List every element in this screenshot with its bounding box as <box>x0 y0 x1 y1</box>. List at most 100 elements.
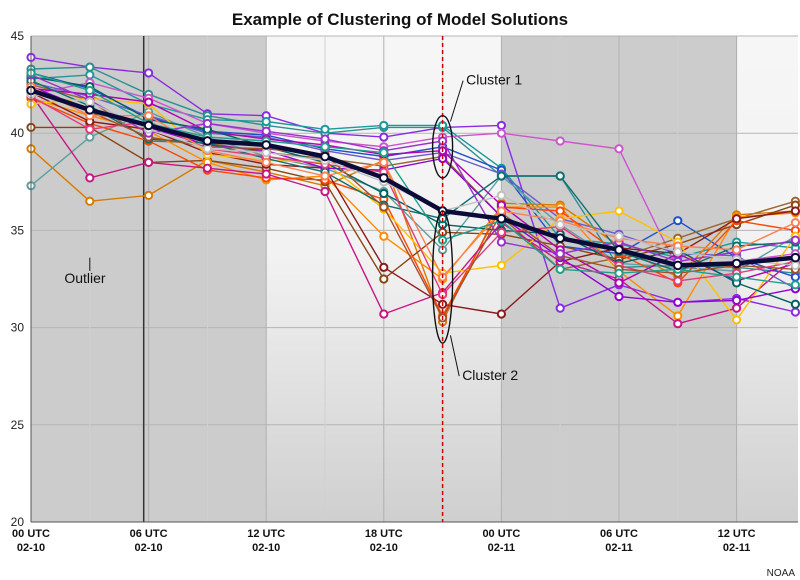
member-series-23-point <box>320 171 330 181</box>
member-series-14-point <box>85 173 95 183</box>
member-series-15-point <box>614 206 624 216</box>
series-layer <box>26 52 800 329</box>
y-tick-label: 30 <box>11 321 25 335</box>
member-series-19-point <box>496 171 506 181</box>
member-series-23-point <box>790 218 800 228</box>
member-series-23-point <box>496 206 506 216</box>
member-series-2-line <box>30 66 796 274</box>
member-series-6-line <box>30 82 796 290</box>
member-series-24-point <box>614 268 624 278</box>
member-series-15-point <box>496 260 506 270</box>
y-tick-label: 35 <box>11 223 25 237</box>
grid-lines <box>30 35 798 523</box>
member-series-3-point <box>379 120 389 131</box>
member-series-23-point <box>261 157 271 167</box>
member-series-3-point <box>261 116 271 127</box>
annotation-outlier-label: Outlier <box>64 270 106 286</box>
member-series-1-point <box>144 68 154 78</box>
member-series-14-point <box>732 303 742 313</box>
x-tick-label: 06 UTC <box>600 528 638 540</box>
member-series-2-point <box>85 62 95 72</box>
member-series-16-point <box>673 297 683 307</box>
member-series-25-point <box>261 148 271 158</box>
x-tick-date: 02-10 <box>252 542 280 554</box>
member-series-23-point <box>732 245 742 255</box>
annotation-cluster-1-label: Cluster 1 <box>466 72 522 88</box>
annotation-cluster-1-leader <box>449 80 464 122</box>
member-series-24-point <box>85 85 95 96</box>
x-tick-label: 00 UTC <box>12 528 50 540</box>
member-series-11-point <box>673 311 683 321</box>
member-series-20-point <box>673 276 683 286</box>
member-series-1-point <box>379 132 389 142</box>
member-series-24-point <box>732 272 742 282</box>
y-tick-label: 25 <box>11 418 25 432</box>
member-series-22-point <box>496 237 506 247</box>
member-series-16-point <box>732 295 742 305</box>
member-series-18-point <box>790 299 800 309</box>
member-series-16-point <box>614 291 624 302</box>
x-tick-label: 12 UTC <box>718 528 756 540</box>
x-tick-date: 02-11 <box>723 542 751 554</box>
x-tick-label: 06 UTC <box>130 528 168 540</box>
member-series-11-point <box>379 231 389 241</box>
member-series-12-point <box>555 206 565 216</box>
member-series-17-point <box>144 97 154 107</box>
axis-layer: 20 25 30 35 40 45 00 UTC 02-10 06 UTC 02-10 12 UTC… <box>11 29 798 554</box>
ensemble-mean-point <box>614 245 624 255</box>
member-series-23-point <box>144 111 154 121</box>
annotation-cluster-2-label: Cluster 2 <box>462 367 518 383</box>
member-series-8-point <box>144 190 154 201</box>
annotation-cluster-2-leader <box>449 335 460 377</box>
ensemble-mean-point <box>320 151 330 162</box>
member-series-15-line <box>30 97 796 321</box>
annotation-cluster-2-ellipse <box>431 210 454 344</box>
member-series-24-point <box>790 280 800 290</box>
member-series-1-point <box>496 120 506 131</box>
member-series-10-line <box>31 126 796 280</box>
y-tick-label: 40 <box>11 126 25 140</box>
member-series-25-point <box>790 260 800 270</box>
x-tick-date: 02-11 <box>605 542 633 554</box>
y-tick-label: 20 <box>11 515 25 529</box>
ensemble-mean-line <box>30 88 796 268</box>
member-series-22-point <box>320 134 330 144</box>
member-series-24-point <box>379 148 389 158</box>
member-series-22-point <box>261 126 271 136</box>
member-series-25-point <box>673 247 683 257</box>
member-series-24-point <box>555 264 565 274</box>
member-series-18-point <box>379 188 389 199</box>
member-series-23-line <box>30 85 796 278</box>
member-series-4-point <box>555 136 565 146</box>
member-series-5-line <box>30 72 796 278</box>
annotation-cluster-1-ellipse <box>431 115 454 179</box>
x-tick-date: 02-11 <box>488 542 516 554</box>
member-series-4-point <box>496 128 506 138</box>
ensemble-mean-point <box>379 173 389 183</box>
x-tick-date: 02-10 <box>17 542 45 554</box>
chart-title: Example of Clustering of Model Solutions <box>232 10 568 29</box>
ensemble-mean-point <box>731 258 742 269</box>
member-series-1-point <box>790 307 800 317</box>
member-series-14-point <box>261 169 271 179</box>
x-tick-label: 18 UTC <box>365 528 403 540</box>
member-series-20-point <box>85 124 95 134</box>
member-series-15-point <box>732 315 742 325</box>
ensemble-mean-point <box>790 252 800 263</box>
member-series-23-point <box>379 157 389 167</box>
member-series-20-point <box>496 227 506 237</box>
ensemble-mean-point <box>496 213 507 224</box>
annotations-layer: Cluster 1 Cluster 2 Outlier <box>64 36 522 522</box>
x-tick-date: 02-10 <box>135 542 163 554</box>
ensemble-mean-point <box>143 120 154 131</box>
x-tick-label: 00 UTC <box>482 528 520 540</box>
x-tick-label: 12 UTC <box>247 528 285 540</box>
member-series-22-line <box>30 74 796 263</box>
member-series-3-point <box>320 124 330 134</box>
member-series-14-point <box>320 186 330 197</box>
member-series-14-point <box>379 309 389 319</box>
member-series-13-point <box>732 214 742 224</box>
credit-label: NOAA <box>767 568 796 579</box>
member-series-5-point <box>790 272 800 282</box>
